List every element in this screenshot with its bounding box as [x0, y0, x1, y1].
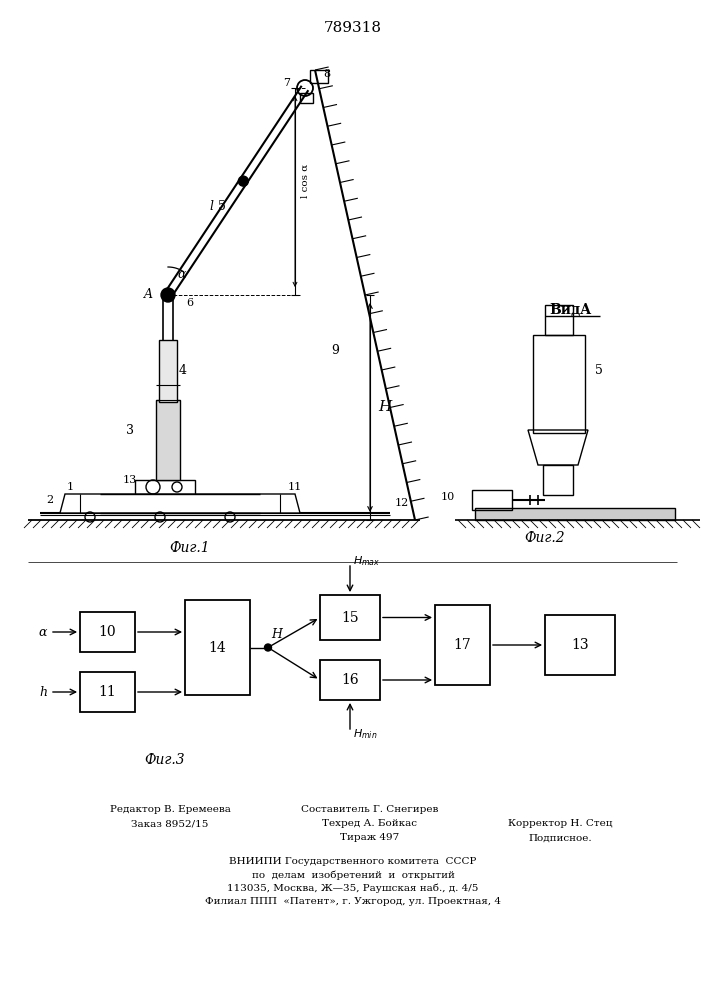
Bar: [105, 496, 117, 504]
Bar: [543, 465, 573, 495]
Text: A: A: [144, 288, 153, 302]
Bar: [310, 70, 328, 83]
Bar: [545, 305, 573, 335]
Text: 9: 9: [331, 344, 339, 357]
Text: 11: 11: [98, 685, 117, 699]
Bar: [80, 612, 135, 652]
Bar: [159, 340, 177, 402]
Bar: [156, 400, 180, 480]
Text: 1: 1: [66, 482, 74, 492]
Text: Фиг.2: Фиг.2: [525, 531, 566, 545]
Bar: [545, 615, 615, 675]
Text: 14: 14: [209, 641, 226, 654]
Bar: [135, 480, 195, 495]
Text: Редактор В. Еремеева: Редактор В. Еремеева: [110, 806, 230, 814]
Polygon shape: [60, 494, 300, 513]
Text: 4: 4: [179, 363, 187, 376]
Bar: [80, 672, 135, 712]
Text: $H_{min}$: $H_{min}$: [353, 727, 378, 741]
Bar: [300, 93, 313, 103]
Text: Составитель Г. Снегирев: Составитель Г. Снегирев: [301, 806, 438, 814]
Text: H: H: [271, 629, 282, 642]
Text: Подписное.: Подписное.: [528, 834, 592, 842]
Text: l: l: [210, 200, 214, 213]
Circle shape: [238, 176, 248, 186]
Bar: [475, 508, 675, 520]
Bar: [472, 490, 512, 510]
Text: по  делам  изобретений  и  открытий: по делам изобретений и открытий: [252, 870, 455, 880]
Text: Тираж 497: Тираж 497: [340, 834, 399, 842]
Text: Техред А. Бойкас: Техред А. Бойкас: [322, 820, 418, 828]
Text: $H_{max}$: $H_{max}$: [353, 554, 380, 568]
Bar: [320, 595, 380, 640]
Text: α: α: [177, 268, 186, 282]
Text: Заказ 8952/15: Заказ 8952/15: [132, 820, 209, 828]
Text: 10: 10: [440, 492, 455, 502]
Bar: [320, 660, 380, 700]
Text: 13: 13: [123, 475, 137, 485]
Text: 7: 7: [284, 78, 291, 88]
Text: 15: 15: [341, 610, 359, 624]
Text: Корректор Н. Стец: Корректор Н. Стец: [508, 820, 612, 828]
Text: 16: 16: [341, 673, 359, 687]
Text: l cos α: l cos α: [301, 164, 310, 198]
Text: ВНИИПИ Государственного комитета  СССР: ВНИИПИ Государственного комитета СССР: [229, 857, 477, 866]
Circle shape: [161, 288, 175, 302]
Text: Филиал ППП  «Патент», г. Ужгород, ул. Проектная, 4: Филиал ППП «Патент», г. Ужгород, ул. Про…: [205, 896, 501, 906]
Text: ВидA: ВидA: [549, 303, 591, 317]
Bar: [185, 600, 250, 695]
Bar: [435, 605, 490, 685]
Text: 789318: 789318: [324, 21, 382, 35]
Text: h: h: [39, 686, 47, 698]
Text: 13: 13: [571, 638, 589, 652]
Text: 12: 12: [395, 498, 409, 508]
Text: 6: 6: [187, 298, 194, 308]
Text: 113035, Москва, Ж—35, Раушская наб., д. 4/5: 113035, Москва, Ж—35, Раушская наб., д. …: [228, 883, 479, 893]
Bar: [245, 496, 257, 504]
Text: 17: 17: [454, 638, 472, 652]
Text: 5: 5: [595, 363, 603, 376]
Text: H: H: [378, 400, 391, 414]
Text: 10: 10: [99, 625, 117, 639]
Bar: [145, 496, 157, 504]
Text: Фиг.1: Фиг.1: [170, 541, 210, 555]
Text: α: α: [38, 626, 47, 639]
Text: 3: 3: [126, 424, 134, 436]
Text: Фиг.3: Фиг.3: [145, 753, 185, 767]
Bar: [200, 496, 212, 504]
Text: 5: 5: [218, 200, 226, 213]
Text: 8: 8: [323, 69, 331, 79]
Circle shape: [264, 644, 271, 651]
Text: 2: 2: [47, 495, 54, 505]
Text: 11: 11: [288, 482, 302, 492]
Bar: [533, 335, 585, 433]
